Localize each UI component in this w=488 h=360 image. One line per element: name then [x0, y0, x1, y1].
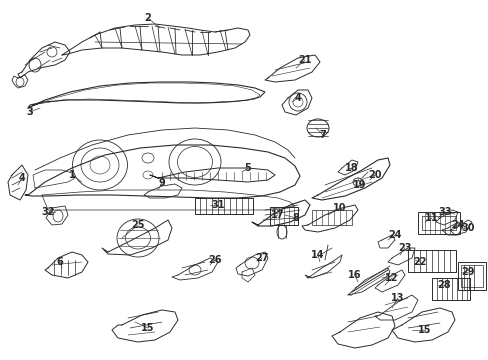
Text: 18: 18: [345, 163, 358, 173]
Bar: [195, 198, 252, 214]
Bar: [431, 278, 469, 300]
Text: 30: 30: [460, 223, 474, 233]
Text: 2: 2: [144, 13, 151, 23]
Bar: [460, 265, 482, 287]
Bar: [457, 262, 485, 290]
Text: 23: 23: [397, 243, 411, 253]
Text: 21: 21: [298, 55, 311, 65]
Text: 19: 19: [352, 180, 366, 190]
Text: 1: 1: [68, 170, 75, 180]
Text: 17: 17: [271, 210, 284, 220]
Text: 25: 25: [131, 220, 144, 230]
Text: 15: 15: [141, 323, 154, 333]
Text: 11: 11: [425, 213, 438, 223]
Bar: [417, 212, 459, 234]
Text: 33: 33: [437, 207, 451, 217]
Text: 20: 20: [367, 170, 381, 180]
Text: 3: 3: [26, 107, 33, 117]
Bar: [269, 207, 297, 225]
Text: 4: 4: [294, 93, 301, 103]
Bar: [421, 216, 455, 230]
Text: 22: 22: [412, 257, 426, 267]
Text: 10: 10: [332, 203, 346, 213]
Text: 4: 4: [19, 173, 25, 183]
Text: 28: 28: [436, 280, 450, 290]
Text: 29: 29: [460, 267, 474, 277]
Text: 7: 7: [319, 130, 325, 140]
Text: 14: 14: [311, 250, 324, 260]
Text: 6: 6: [57, 257, 63, 267]
Text: 15: 15: [417, 325, 431, 335]
Text: 31: 31: [211, 200, 224, 210]
Text: 16: 16: [347, 270, 361, 280]
Text: 26: 26: [208, 255, 221, 265]
Text: 32: 32: [41, 207, 55, 217]
Text: 5: 5: [244, 163, 251, 173]
Bar: [407, 250, 455, 272]
Text: 9: 9: [158, 178, 165, 188]
Text: 13: 13: [390, 293, 404, 303]
Text: 8: 8: [292, 213, 299, 223]
Text: 24: 24: [450, 220, 464, 230]
Text: 12: 12: [385, 273, 398, 283]
Text: 24: 24: [387, 230, 401, 240]
Bar: [311, 210, 351, 225]
Text: 27: 27: [255, 253, 268, 263]
